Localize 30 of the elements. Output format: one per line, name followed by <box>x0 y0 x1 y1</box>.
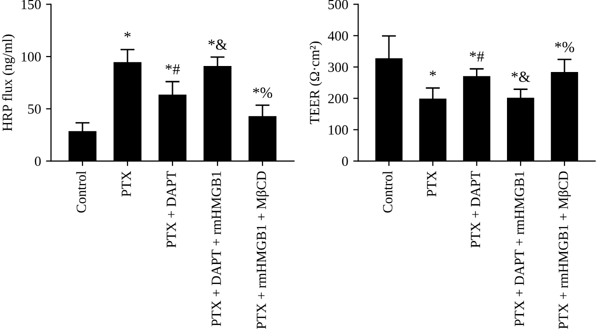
x-tick-label: PTX <box>122 171 131 197</box>
annotation: * <box>124 32 131 38</box>
y-tick-label: 0 <box>34 156 41 166</box>
x-tick-label: PTX + DAPT <box>470 170 480 248</box>
annotation: *& <box>208 39 227 50</box>
x-tick-label: PTX + DAPT + rmHMGB1 <box>514 172 524 326</box>
annotation: *# <box>166 64 180 74</box>
annotation: *% <box>555 42 574 52</box>
y-axis-title: TEER (Ω·cm²) <box>309 42 322 124</box>
y-tick-label: 500 <box>328 0 348 10</box>
annotation: *# <box>470 51 484 62</box>
x-tick-label: PTX <box>427 171 436 197</box>
annotation: *% <box>253 88 272 98</box>
y-tick-label: 0 <box>342 156 348 166</box>
x-tick-label: Control <box>76 171 86 213</box>
x-tick-label: PTX + DAPT + rmHMGB1 <box>212 172 221 326</box>
y-tick-label: 100 <box>328 125 348 135</box>
x-tick-label: Control <box>382 171 392 213</box>
x-tick-label: PTX + DAPT <box>166 170 176 248</box>
x-tick-label: PTX + rmHMGB1 + MβCD <box>256 171 269 329</box>
x-tick-label: PTX + rmHMGB1 + MβCD <box>558 171 571 329</box>
y-tick-label: 50 <box>28 104 41 114</box>
y-tick-label: 200 <box>328 94 348 104</box>
y-tick-label: 400 <box>328 31 348 41</box>
y-tick-label: 100 <box>22 52 41 62</box>
y-tick-label: 300 <box>328 62 348 72</box>
annotation: * <box>430 70 436 76</box>
y-tick-label: 150 <box>22 0 41 10</box>
y-axis-title: HRP flux (ng/ml) <box>2 34 15 131</box>
annotation: *& <box>512 72 530 82</box>
